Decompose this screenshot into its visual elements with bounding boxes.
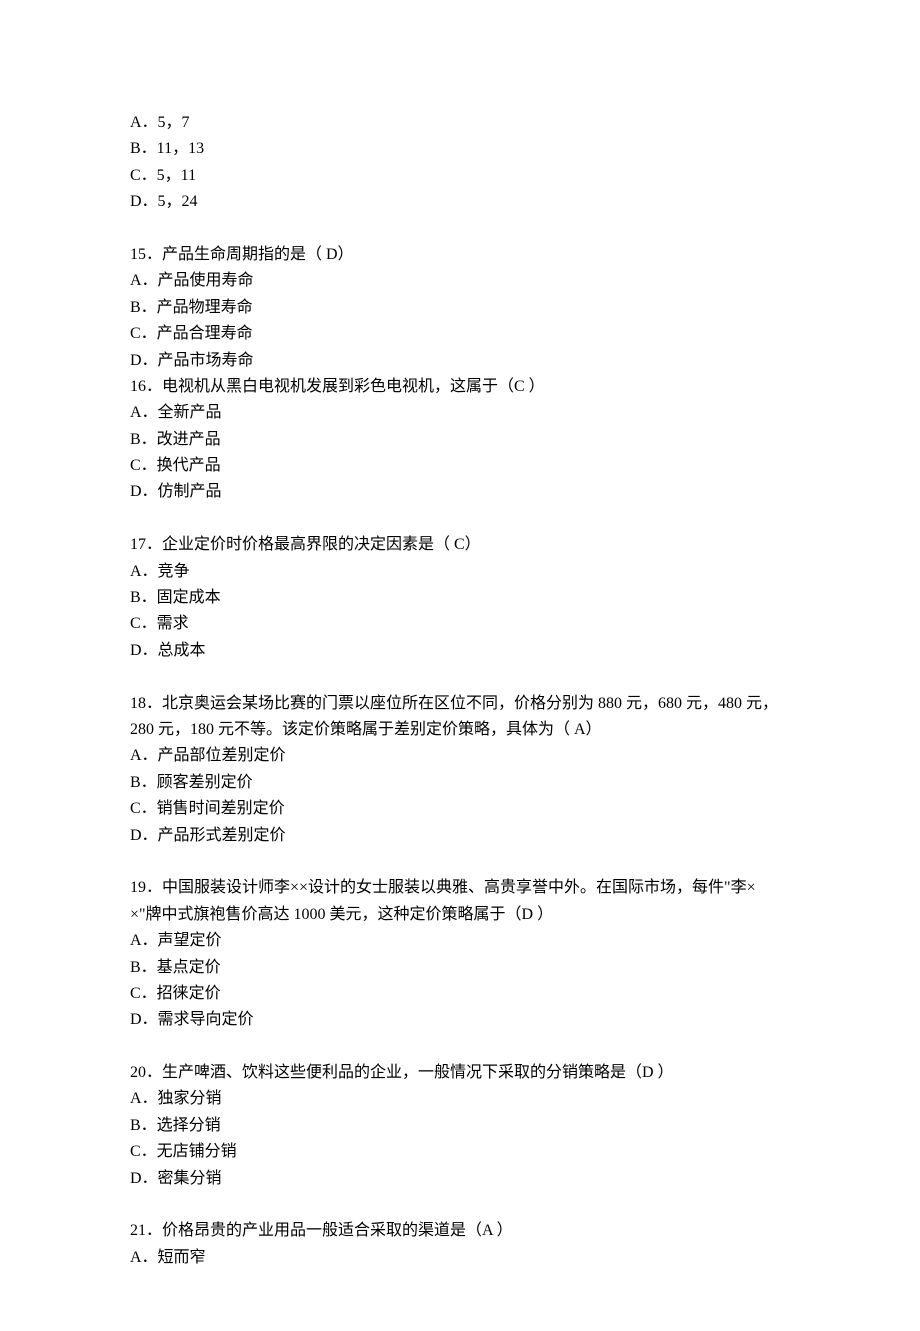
q16-stem: 16．电视机从黑白电视机发展到彩色电视机，这属于（C ） — [130, 374, 790, 400]
q18-option-d: D．产品形式差别定价 — [130, 823, 790, 849]
blank-line — [130, 216, 790, 242]
q19-stem-line1: 19．中国服装设计师李××设计的女士服装以典雅、高贵享誉中外。在国际市场，每件"… — [130, 875, 790, 901]
q18-stem-line1: 18．北京奥运会某场比赛的门票以座位所在区位不同，价格分别为 880 元，680… — [130, 691, 790, 717]
option-c: C．5，11 — [130, 163, 790, 189]
q17-option-d: D．总成本 — [130, 638, 790, 664]
q15-stem: 15．产品生命周期指的是（ D） — [130, 242, 790, 268]
q18-stem-line2: 280 元，180 元不等。该定价策略属于差别定价策略，具体为（ A） — [130, 717, 790, 743]
q15-option-a: A．产品使用寿命 — [130, 268, 790, 294]
q20-option-b: B．选择分销 — [130, 1113, 790, 1139]
q18-option-b: B．顾客差别定价 — [130, 770, 790, 796]
option-d: D．5，24 — [130, 189, 790, 215]
q17-option-a: A．竞争 — [130, 559, 790, 585]
q19-option-a: A．声望定价 — [130, 928, 790, 954]
q16-option-b: B．改进产品 — [130, 427, 790, 453]
option-a: A．5，7 — [130, 110, 790, 136]
q17-option-b: B．固定成本 — [130, 585, 790, 611]
q20-option-c: C．无店铺分销 — [130, 1139, 790, 1165]
q18-option-a: A．产品部位差别定价 — [130, 743, 790, 769]
q17-stem: 17．企业定价时价格最高界限的决定因素是（ C） — [130, 532, 790, 558]
q19-option-d: D．需求导向定价 — [130, 1007, 790, 1033]
blank-line — [130, 1034, 790, 1060]
q18-option-c: C．销售时间差别定价 — [130, 796, 790, 822]
blank-line — [130, 849, 790, 875]
q15-option-c: C．产品合理寿命 — [130, 321, 790, 347]
q20-stem: 20．生产啤酒、饮料这些便利品的企业，一般情况下采取的分销策略是（D ） — [130, 1060, 790, 1086]
q21-option-a: A．短而窄 — [130, 1245, 790, 1271]
q16-option-a: A．全新产品 — [130, 400, 790, 426]
q21-stem: 21．价格昂贵的产业用品一般适合采取的渠道是（A ） — [130, 1218, 790, 1244]
blank-line — [130, 1192, 790, 1218]
blank-line — [130, 664, 790, 690]
q19-stem-line2: ×"牌中式旗袍售价高达 1000 美元，这种定价策略属于（D ） — [130, 902, 790, 928]
q15-option-d: D．产品市场寿命 — [130, 348, 790, 374]
q20-option-d: D．密集分销 — [130, 1166, 790, 1192]
q20-option-a: A．独家分销 — [130, 1086, 790, 1112]
option-b: B．11，13 — [130, 136, 790, 162]
q15-option-b: B．产品物理寿命 — [130, 295, 790, 321]
q19-option-c: C．招徕定价 — [130, 981, 790, 1007]
q16-option-d: D．仿制产品 — [130, 479, 790, 505]
q17-option-c: C．需求 — [130, 611, 790, 637]
blank-line — [130, 506, 790, 532]
q19-option-b: B．基点定价 — [130, 955, 790, 981]
q16-option-c: C．换代产品 — [130, 453, 790, 479]
